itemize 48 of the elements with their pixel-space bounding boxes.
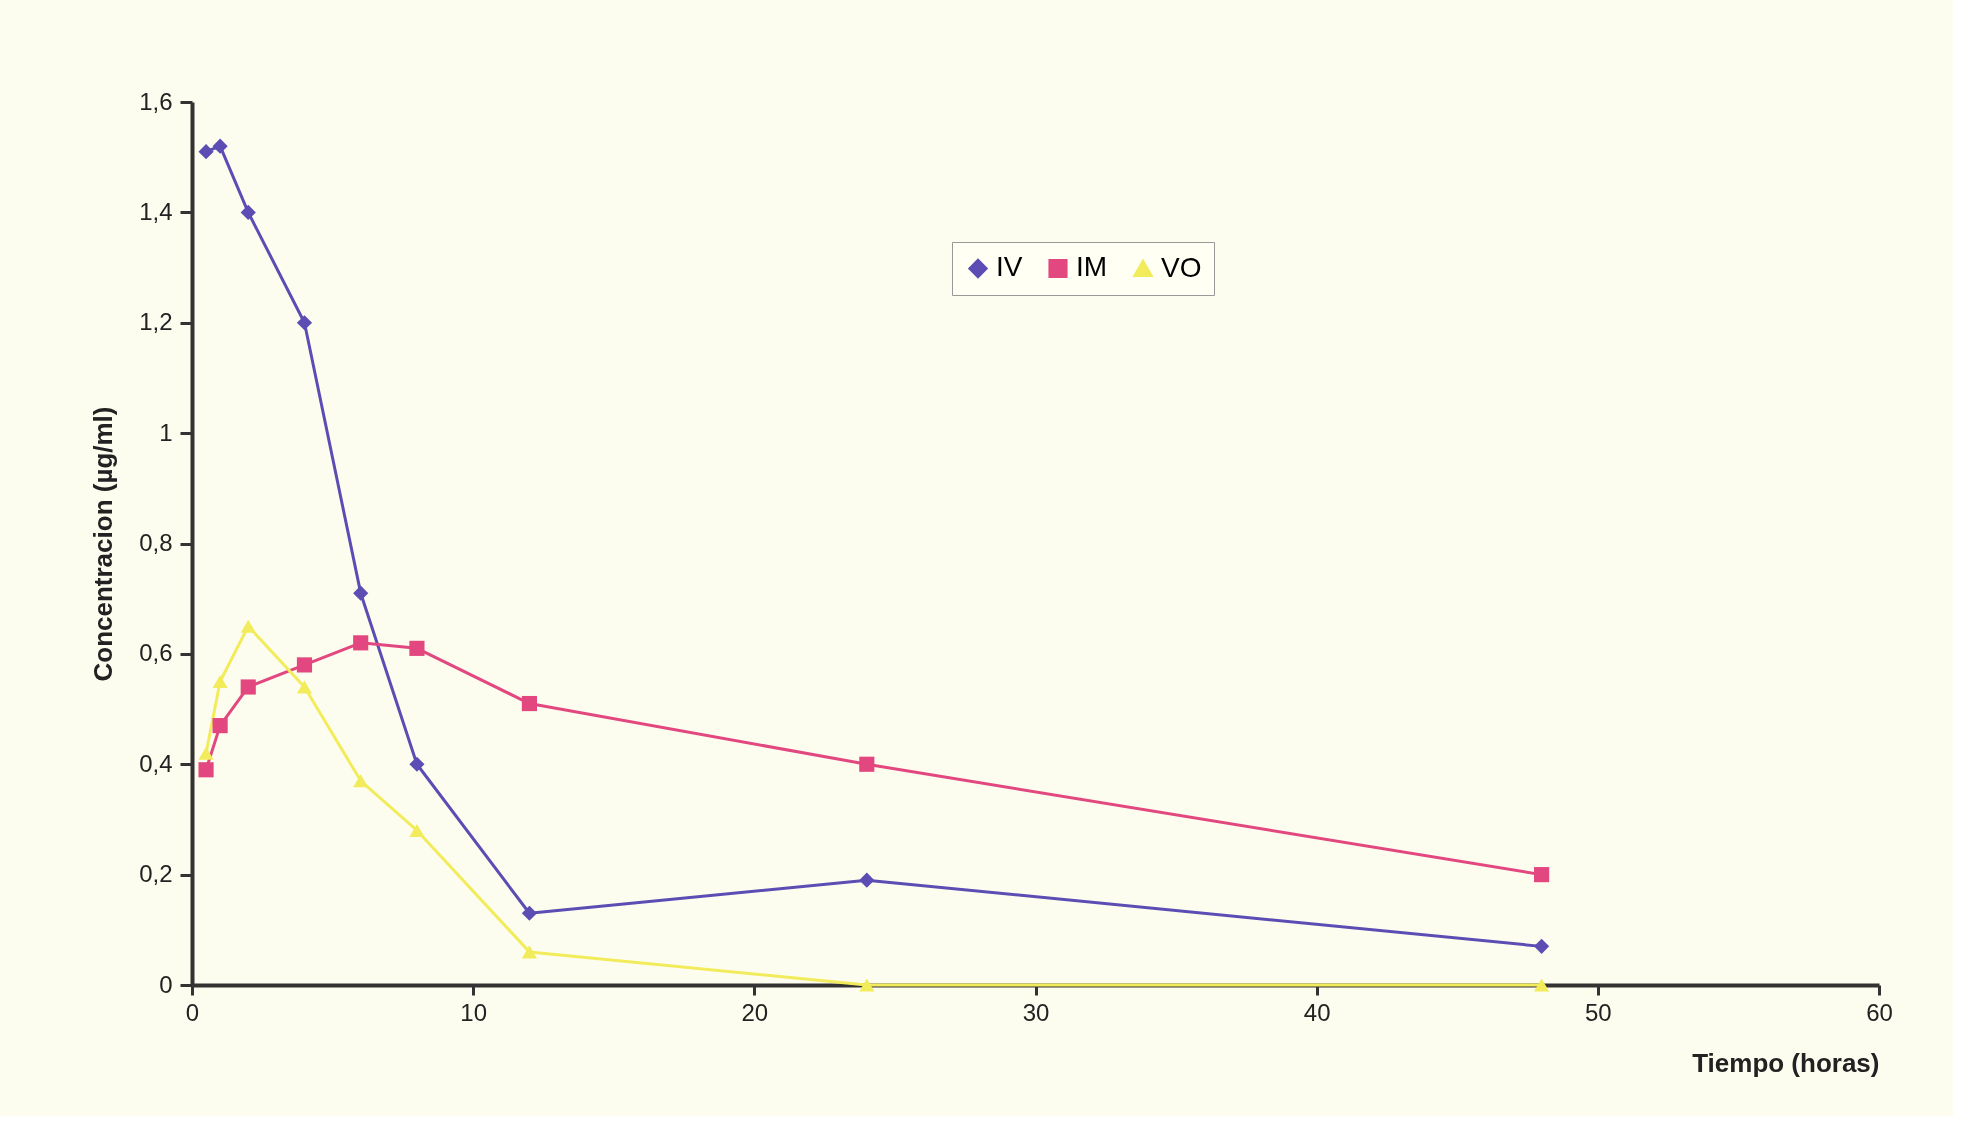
legend-label: IM xyxy=(1076,251,1108,283)
x-axis-title: Tiempo (horas) xyxy=(1692,1047,1880,1078)
y-tick-label: 0 xyxy=(159,970,173,998)
y-axis-title: Concentracion (µg/ml) xyxy=(88,406,119,682)
y-tick-label: 1 xyxy=(159,418,173,446)
point xyxy=(409,756,425,772)
y-tick-label: 0,4 xyxy=(139,749,173,777)
point xyxy=(212,674,228,689)
x-tick-label: 20 xyxy=(741,998,769,1026)
point xyxy=(353,585,369,601)
y-tick-label: 1,6 xyxy=(139,87,173,115)
point xyxy=(198,144,214,160)
x-tick-label: 40 xyxy=(1303,998,1331,1026)
y-tick-label: 1,2 xyxy=(139,308,173,336)
x-tick-label: 0 xyxy=(185,998,200,1026)
point xyxy=(296,680,313,694)
point xyxy=(1534,938,1550,954)
point xyxy=(409,640,425,656)
x-tick-label: 50 xyxy=(1584,998,1612,1026)
point xyxy=(296,657,313,673)
point xyxy=(521,945,537,959)
x-tick-label: 10 xyxy=(460,998,488,1026)
point xyxy=(859,978,875,992)
point xyxy=(521,905,537,921)
legend-label: IV xyxy=(996,251,1023,283)
y-tick-label: 0,6 xyxy=(139,639,173,667)
point xyxy=(198,746,214,760)
point xyxy=(353,774,369,788)
x-tick-label: 30 xyxy=(1022,998,1050,1026)
point xyxy=(1534,978,1550,992)
y-tick-label: 0,2 xyxy=(139,860,173,888)
point xyxy=(240,204,256,220)
x-tick-label: 60 xyxy=(1866,998,1893,1026)
point xyxy=(212,718,228,734)
y-tick-label: 1,4 xyxy=(139,197,173,225)
point xyxy=(521,695,537,712)
point xyxy=(198,762,214,778)
point xyxy=(1534,867,1550,883)
point xyxy=(409,823,425,838)
point xyxy=(353,635,369,651)
point xyxy=(212,138,228,154)
point xyxy=(296,315,313,331)
point xyxy=(859,872,875,888)
legend-label: VO xyxy=(1161,251,1202,283)
y-tick-label: 0,8 xyxy=(139,529,173,556)
point xyxy=(240,679,256,695)
point xyxy=(240,619,256,633)
point xyxy=(859,756,875,772)
